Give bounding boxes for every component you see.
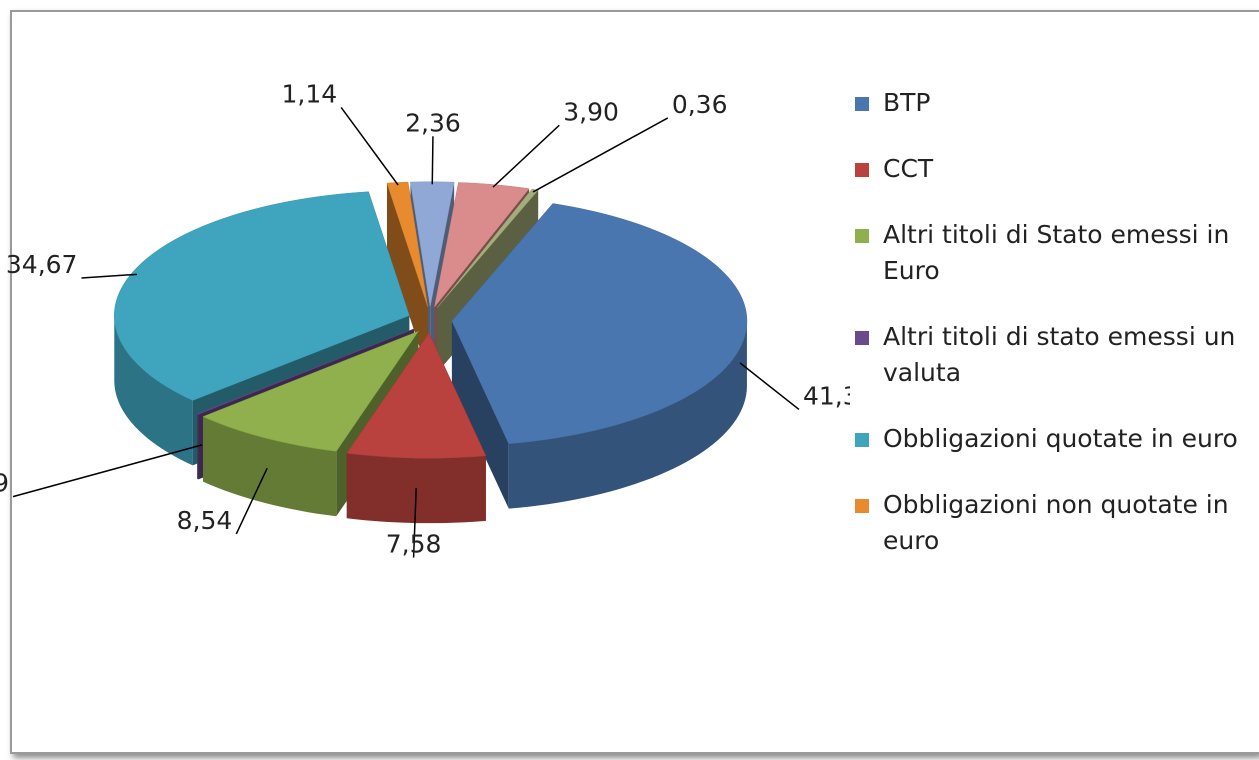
data-label: 2,36 (405, 108, 461, 137)
slice-wall (387, 183, 428, 372)
slice-top (196, 328, 414, 415)
legend-label: Obbligazioni quotate in euro (883, 424, 1238, 453)
slice-top (386, 181, 428, 307)
legend-swatch (855, 433, 869, 447)
legend-entry: CCT (855, 151, 1250, 187)
data-label: 7,58 (386, 530, 442, 559)
slice-top (434, 182, 530, 308)
data-label: 3,90 (563, 97, 619, 126)
slice-wall (451, 321, 509, 509)
leader-line (492, 124, 560, 188)
legend-swatch (855, 229, 869, 243)
leader-line (532, 117, 669, 193)
legend-swatch (855, 499, 869, 513)
slice-top (114, 191, 410, 401)
leader-line (12, 444, 203, 498)
leader-line (340, 106, 399, 186)
data-label: 8,54 (177, 506, 233, 535)
legend-label: Altri titoli di Stato emessi in Euro (883, 220, 1230, 285)
legend-swatch (855, 163, 869, 177)
legend-label: CCT (883, 154, 934, 183)
slice-side (202, 416, 337, 517)
legend: BTP CCT Altri titoli di Stato emessi in Eu… (855, 85, 1250, 589)
legend-label: BTP (883, 88, 931, 117)
legend-label: Obbligazioni non quotate in euro (883, 490, 1229, 555)
pie-slice (451, 203, 748, 509)
leader-line (431, 136, 434, 185)
legend-entry: Altri titoli di Stato emessi in Euro (855, 217, 1250, 289)
pie-slice (202, 330, 420, 517)
leader-line (739, 362, 800, 411)
leader-line (81, 273, 138, 279)
slice-top (437, 188, 539, 308)
pie-slice (386, 181, 428, 372)
data-label: 34,67 (6, 250, 78, 279)
slice-side (114, 315, 193, 466)
legend-entry: Altri titoli di stato emessi un valuta (855, 319, 1250, 391)
legend-entry: Obbligazioni quotate in euro (855, 421, 1250, 457)
leader-line (412, 488, 417, 558)
legend-entry: BTP (855, 85, 1250, 121)
slice-top (451, 203, 748, 444)
legend-swatch (855, 331, 869, 345)
data-label: 41,36 (803, 381, 850, 410)
slice-top (346, 332, 487, 459)
chart: 41,36 7,58 8,54 0,09 34,67 1,14 2,36 3,90 0,36 (0, 79, 850, 559)
data-label: 0,09 (0, 469, 9, 498)
slice-side (508, 321, 747, 509)
data-label: 0,36 (672, 90, 728, 119)
data-label: 1,14 (282, 79, 338, 108)
legend-label: Altri titoli di stato emessi un valuta (883, 322, 1236, 387)
leader-line (235, 467, 268, 535)
slice-top (202, 330, 420, 452)
legend-swatch (855, 97, 869, 111)
legend-entry: Obbligazioni non quotate in euro (855, 487, 1250, 559)
